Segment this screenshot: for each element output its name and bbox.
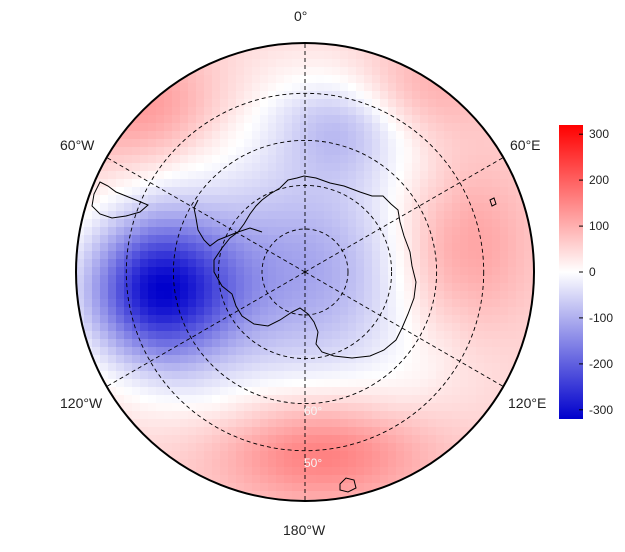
colorbar bbox=[559, 125, 583, 419]
south-america-tip bbox=[91, 181, 149, 219]
latitude-circle-60 bbox=[172, 139, 438, 405]
antarctic-peninsula bbox=[193, 199, 263, 247]
lon-label-60e: 60°E bbox=[510, 137, 541, 153]
lon-label-120e: 120°E bbox=[508, 395, 547, 411]
map-boundary bbox=[75, 42, 535, 502]
colorbar-tick-label: 0 bbox=[589, 265, 596, 279]
colorbar-tick-label: 300 bbox=[589, 127, 610, 142]
graticule bbox=[106, 43, 504, 501]
latitude-circle-80 bbox=[261, 228, 349, 316]
colorbar-tick-label: -200 bbox=[589, 356, 614, 371]
lat-label-60: 60° bbox=[304, 404, 323, 418]
anomaly-field bbox=[76, 43, 534, 501]
coastlines bbox=[91, 175, 497, 493]
sub-antarctic-island bbox=[339, 477, 357, 493]
lat-label-50: 50° bbox=[304, 456, 323, 470]
meridian-300 bbox=[106, 157, 306, 273]
kerguelen-island bbox=[489, 197, 497, 207]
colorbar-tick-label: -100 bbox=[589, 310, 614, 325]
meridian-120 bbox=[304, 271, 504, 387]
lon-label-120w: 120°W bbox=[60, 395, 103, 411]
antarctica-coastline bbox=[213, 175, 417, 359]
colorbar-tick-label: 100 bbox=[589, 219, 610, 234]
lon-label-60w: 60°W bbox=[60, 137, 95, 153]
lon-label-180w: 180°W bbox=[283, 522, 326, 538]
meridian-240 bbox=[106, 271, 306, 387]
colorbar-tick-label: -300 bbox=[589, 402, 614, 417]
lon-label-0: 0° bbox=[294, 8, 308, 24]
meridian-60 bbox=[304, 157, 504, 273]
colorbar-tick-label: 200 bbox=[589, 173, 610, 188]
